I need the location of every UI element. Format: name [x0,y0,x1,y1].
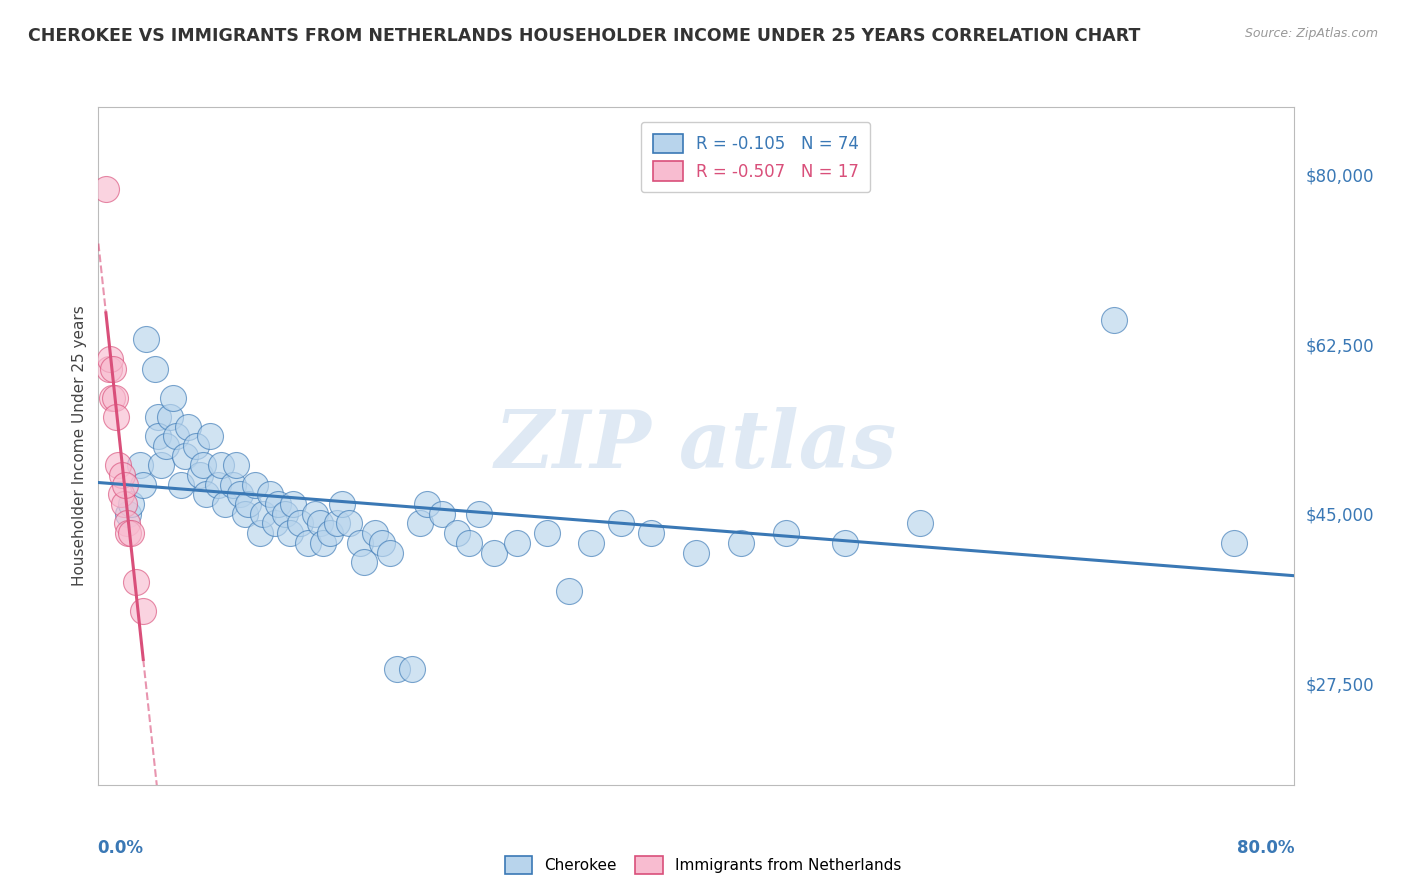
Point [209,458,232,473]
Legend: R = -0.105   N = 74, R = -0.507   N = 17: R = -0.105 N = 74, R = -0.507 N = 17 [641,122,870,193]
Point [115,516,138,531]
Point [143,361,166,376]
Point [125,574,148,589]
Y-axis label: Householder Income Under 25 years: Householder Income Under 25 years [72,306,87,586]
Point [1104,313,1126,327]
Point [114,477,136,491]
Point [229,487,252,501]
Text: CHEROKEE VS IMMIGRANTS FROM NETHERLANDS HOUSEHOLDER INCOME UNDER 25 YEARS CORREL: CHEROKEE VS IMMIGRANTS FROM NETHERLANDS … [28,27,1140,45]
Point [104,391,127,405]
Text: 80.0%: 80.0% [1237,839,1295,857]
Point [195,487,218,501]
Point [304,507,326,521]
Point [150,458,173,473]
Point [148,429,170,443]
Point [263,516,285,531]
Point [267,497,290,511]
Point [100,351,122,366]
Point [120,526,142,541]
Point [311,536,333,550]
Point [330,497,353,511]
Point [278,526,301,541]
Point [110,487,132,501]
Point [191,458,214,473]
Point [484,545,506,559]
Point [132,477,155,491]
Point [148,409,170,424]
Text: Source: ZipAtlas.com: Source: ZipAtlas.com [1244,27,1378,40]
Point [1223,536,1246,550]
Text: ZIP atlas: ZIP atlas [495,408,897,484]
Point [249,526,271,541]
Point [353,555,375,569]
Legend: Cherokee, Immigrants from Netherlands: Cherokee, Immigrants from Netherlands [499,850,907,880]
Point [252,507,274,521]
Point [132,604,155,618]
Point [288,516,311,531]
Point [339,516,360,531]
Point [107,458,129,473]
Point [117,526,139,541]
Point [103,361,125,376]
Point [297,536,319,550]
Point [274,507,297,521]
Point [908,516,931,531]
Point [174,449,197,463]
Point [385,662,409,676]
Point [94,182,117,196]
Point [349,536,371,550]
Point [364,526,387,541]
Point [378,545,401,559]
Point [581,536,603,550]
Point [105,409,128,424]
Point [188,468,211,483]
Point [730,536,752,550]
Point [200,429,222,443]
Point [416,497,439,511]
Point [236,497,259,511]
Point [558,584,581,599]
Point [214,497,236,511]
Point [177,419,200,434]
Point [468,507,491,521]
Point [506,536,529,550]
Point [259,487,281,501]
Point [308,516,330,531]
Point [408,516,430,531]
Point [610,516,633,531]
Point [401,662,423,676]
Point [162,391,184,405]
Point [159,409,181,424]
Point [685,545,707,559]
Point [97,361,120,376]
Point [319,526,342,541]
Point [101,391,124,405]
Point [135,333,157,347]
Point [112,497,135,511]
Point [117,507,139,521]
Point [111,468,134,483]
Point [129,458,152,473]
Point [775,526,797,541]
Point [225,458,247,473]
Text: 0.0%: 0.0% [97,839,143,857]
Point [371,536,394,550]
Point [640,526,662,541]
Point [169,477,191,491]
Point [245,477,267,491]
Point [834,536,856,550]
Point [207,477,229,491]
Point [430,507,453,521]
Point [184,439,207,453]
Point [233,507,256,521]
Point [222,477,245,491]
Point [165,429,187,443]
Point [458,536,481,550]
Point [155,439,177,453]
Point [446,526,468,541]
Point [326,516,349,531]
Point [120,497,142,511]
Point [281,497,304,511]
Point [536,526,558,541]
